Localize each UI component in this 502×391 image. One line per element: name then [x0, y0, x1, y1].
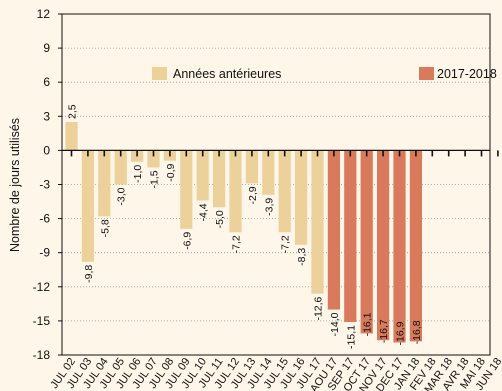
y-tick-label: -6	[39, 212, 50, 226]
bar	[65, 121, 78, 151]
data-label: -1,5	[149, 170, 161, 188]
bar	[295, 150, 308, 245]
bar	[245, 150, 258, 184]
bar	[81, 150, 94, 262]
bar	[229, 150, 242, 233]
bar	[98, 150, 111, 217]
bar	[344, 150, 357, 323]
data-label: -8,3	[296, 248, 308, 266]
axes-group	[58, 13, 499, 356]
y-tick-label: -3	[39, 178, 50, 192]
bar	[180, 150, 193, 229]
legend-label-2017-2018: 2017-2018	[437, 67, 497, 81]
data-label: -16,9	[395, 321, 407, 345]
y-tick-label: -9	[39, 246, 50, 260]
data-label: 2,5	[67, 104, 79, 119]
bar	[213, 150, 226, 208]
data-label: -3,9	[263, 198, 275, 216]
bar	[147, 150, 160, 168]
data-label: -7,2	[231, 235, 243, 253]
data-label: -0,9	[165, 163, 177, 181]
data-label: -14,0	[329, 312, 341, 336]
bar	[311, 150, 324, 294]
bar	[278, 150, 291, 233]
data-label: -16,8	[411, 320, 423, 344]
bar	[409, 150, 422, 342]
data-label: -5,0	[214, 210, 226, 228]
data-label: -3,0	[116, 187, 128, 205]
y-tick-label: 3	[43, 109, 50, 123]
bar	[114, 150, 127, 185]
y-tick-labels: 12 9 6 3 0 -3 -6 -9 -12 -15 -18	[33, 7, 51, 362]
bar	[262, 150, 275, 195]
data-label: -16,7	[378, 319, 390, 343]
data-labels-group: 2,5-9,8-5,8-3,0-1,0 -1,5 -0,9-6,9-4,4 -5,0-…	[67, 104, 423, 349]
data-label: -1,0	[132, 165, 144, 183]
y-tick-label: 0	[43, 143, 50, 157]
data-label: -16,1	[362, 312, 374, 336]
data-label: -5,8	[99, 219, 111, 237]
y-tick-label: 9	[43, 41, 50, 55]
legend-swatch-previous-years	[152, 67, 167, 80]
grid-lines	[62, 47, 490, 322]
y-tick-label: 12	[37, 7, 51, 21]
bar	[327, 150, 340, 310]
bar	[377, 150, 390, 341]
y-tick-label: -12	[33, 280, 51, 294]
legend-label-previous-years: Années antérieures	[173, 67, 281, 81]
legend-swatch-2017-2018	[419, 67, 434, 80]
y-axis-label: Nombre de jours utilisés	[8, 118, 22, 252]
data-label: -6,9	[181, 232, 193, 250]
y-tick-label: -15	[33, 314, 51, 328]
bar	[393, 150, 406, 343]
data-label: -4,4	[198, 203, 210, 221]
data-label: -9,8	[83, 265, 95, 283]
data-label: -12,6	[313, 296, 325, 320]
y-tick-label: 6	[43, 75, 50, 89]
y-tick-label: -18	[33, 348, 51, 362]
data-label: -15,1	[345, 325, 357, 349]
data-label: -7,2	[280, 235, 292, 253]
legend: Années antérieures 2017-2018	[152, 67, 497, 81]
bar	[360, 150, 373, 334]
bar	[196, 150, 209, 201]
bars-group	[65, 121, 422, 343]
data-label: -2,9	[247, 186, 259, 204]
